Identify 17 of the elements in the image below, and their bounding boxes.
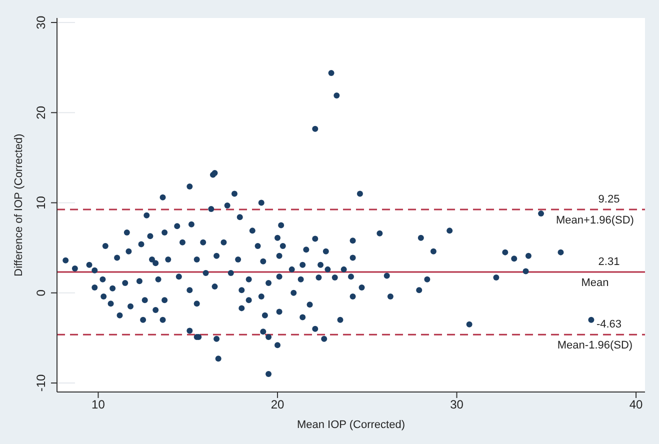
x-tick-label: 40 [629,398,644,412]
x-tick-label: 30 [450,398,464,412]
y-tick-label: 20 [34,106,48,120]
x-axis-title: Mean IOP (Corrected) [296,419,406,431]
annotation: 2.31 [598,256,620,268]
ref-line-label: Mean-1.96(SD) [557,340,633,352]
y-tick-label: 0 [34,289,48,296]
x-tick-label: 10 [92,398,106,412]
y-tick-label: 10 [34,196,48,210]
ref-line-label: Mean [581,277,609,290]
x-tick-label: 20 [270,398,284,412]
annotation: -4.63 [596,318,622,331]
ref-line-label: Mean+1.96(SD) [556,214,634,227]
y-tick-label: 30 [34,16,48,30]
y-tick-label: -10 [34,374,48,392]
annotation: 9.25 [598,194,620,206]
y-axis-title: Difference of IOP (Corrected) [12,134,25,276]
